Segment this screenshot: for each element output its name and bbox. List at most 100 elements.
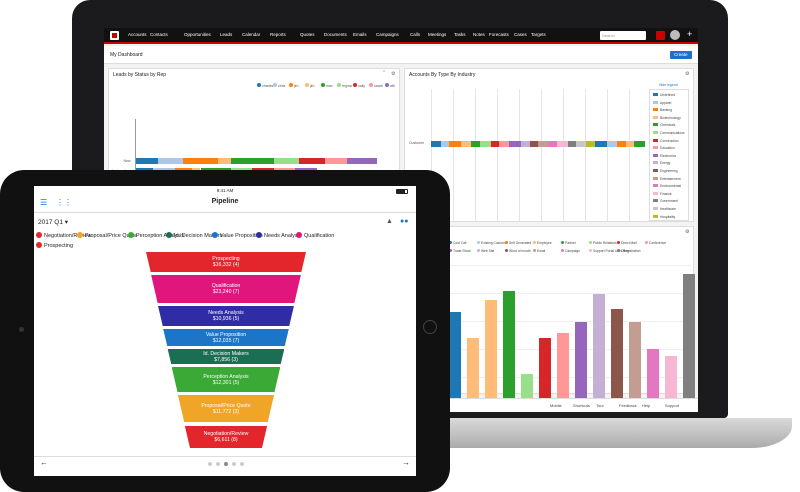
previous-arrow-icon[interactable]: ← (40, 458, 48, 467)
bar-segment[interactable] (607, 141, 617, 147)
legend-item[interactable]: Biotechnology (653, 115, 681, 120)
collapse-icon[interactable]: ⌃ (382, 70, 387, 76)
legend-item[interactable]: Environmental (653, 184, 681, 188)
funnel-segment[interactable]: Prospecting $16,332 (4) (146, 252, 306, 272)
create-button[interactable]: Create (670, 51, 692, 59)
funnel-segment[interactable]: Proposal/Price Quote $11,772 (3) (177, 395, 275, 422)
bar[interactable] (449, 311, 461, 401)
legend-item[interactable]: Qualification (296, 232, 334, 239)
legend-item[interactable]: Entertainment (653, 176, 681, 181)
bar-segment[interactable] (499, 141, 509, 147)
plus-icon[interactable]: + (687, 29, 693, 39)
nav-item-documents[interactable]: Documents (324, 32, 347, 37)
period-select[interactable]: 2017 Q1 ▾ (38, 218, 68, 226)
gear-icon[interactable]: ⚙ (685, 71, 690, 77)
nav-item-calendar[interactable]: Calendar (242, 32, 261, 37)
bar-segment[interactable] (431, 141, 441, 147)
bar-segment[interactable] (530, 141, 538, 147)
bar-segment[interactable] (509, 141, 521, 147)
page-dot[interactable] (216, 462, 220, 466)
bar-segment[interactable] (471, 141, 480, 147)
legend-item[interactable]: Communications (653, 131, 685, 135)
legend-item[interactable]: Chemicals (653, 123, 675, 127)
page-dot[interactable] (240, 462, 244, 466)
footer-link-feedback[interactable]: Feedback (619, 403, 637, 408)
bar[interactable] (629, 322, 641, 401)
bar-segment[interactable] (183, 158, 218, 164)
app-logo-icon[interactable] (110, 31, 119, 40)
bar-segment[interactable] (480, 141, 491, 147)
bar[interactable] (683, 274, 695, 401)
quick-create-icon[interactable] (656, 31, 665, 40)
nav-item-notes[interactable]: Notes (473, 32, 485, 37)
avatar[interactable] (670, 30, 680, 40)
nav-item-quotes[interactable]: Quotes (300, 32, 315, 37)
bar-segment[interactable] (521, 141, 530, 147)
page-dot[interactable] (208, 462, 212, 466)
bar[interactable] (467, 338, 479, 401)
hide-legend-link[interactable]: Hide legend (659, 83, 678, 87)
legend-item[interactable]: Apparel (653, 100, 671, 105)
footer-link-tour[interactable]: Tour (596, 403, 604, 408)
legend-item[interactable]: Education (653, 146, 675, 150)
legend-item[interactable]: Perception Analysis (128, 232, 184, 239)
bar-segment[interactable] (491, 141, 499, 147)
nav-item-campaigns[interactable]: Campaigns (376, 32, 399, 37)
nav-item-meetings[interactable]: Meetings (428, 32, 447, 37)
footer-link-shortcuts[interactable]: Shortcuts (573, 403, 590, 408)
bar[interactable] (503, 290, 515, 401)
legend-item[interactable]: Electronics (653, 153, 676, 158)
nav-item-accounts[interactable]: Accounts (128, 32, 147, 37)
nav-item-cases[interactable]: Cases (514, 32, 527, 37)
legend-item[interactable]: Healthcare (653, 207, 676, 211)
bar[interactable] (557, 332, 569, 401)
bar-segment[interactable] (626, 141, 634, 147)
bar-segment[interactable] (568, 141, 576, 147)
legend-item[interactable]: Id. Decision Makers (166, 232, 222, 239)
footer-link-help[interactable]: Help (642, 403, 651, 408)
bar-segment[interactable] (634, 141, 645, 147)
legend-item[interactable]: Engineering (653, 169, 678, 173)
bar[interactable] (521, 374, 533, 401)
nav-item-calls[interactable]: Calls (410, 32, 421, 37)
bar[interactable] (647, 348, 659, 401)
legend-item[interactable]: Energy (653, 161, 670, 165)
bar[interactable] (593, 293, 605, 401)
bar-segment[interactable] (441, 141, 449, 147)
bar[interactable] (485, 299, 497, 401)
legend-item[interactable]: Hospitality (653, 214, 675, 219)
page-dot[interactable] (224, 462, 228, 466)
nav-item-reports[interactable]: Reports (270, 32, 286, 37)
tablet-home-button[interactable] (423, 320, 437, 334)
legend-item[interactable]: Government (653, 199, 678, 203)
bar-segment[interactable] (538, 141, 548, 147)
legend-item[interactable]: Proposal/Price Quote (77, 232, 137, 239)
funnel-segment[interactable]: Negotiation/Review $6,611 (8) (184, 426, 268, 448)
grid-view-icon[interactable]: ⋮⋮ (56, 198, 72, 207)
bar-segment[interactable] (617, 141, 626, 147)
nav-item-targets[interactable]: Targets (531, 32, 546, 37)
nav-item-forecasts[interactable]: Forecasts (489, 32, 509, 37)
legend-item[interactable]: Banking (653, 108, 672, 112)
footer-link-support[interactable]: Support (665, 403, 680, 408)
global-search-input[interactable]: Search (600, 31, 646, 40)
funnel-segment[interactable]: Value Proposition $12,035 (7) (163, 329, 289, 346)
gear-icon[interactable]: ⚙ (391, 71, 396, 77)
bar-segment[interactable] (449, 141, 461, 147)
bar-segment[interactable] (136, 158, 158, 164)
bar-segment[interactable] (217, 158, 231, 164)
legend-item[interactable]: Negotiation/Review (36, 232, 91, 239)
nav-item-contacts[interactable]: Contacts (150, 32, 168, 37)
bar-segment[interactable] (273, 158, 300, 164)
nav-item-opportunities[interactable]: Opportunities (184, 32, 211, 37)
legend-item[interactable]: Construction (653, 138, 679, 143)
user-icon[interactable]: ▲ (386, 218, 393, 225)
funnel-segment[interactable]: Id. Decision Makers $7,856 (3) (167, 349, 285, 364)
legend-item[interactable]: Finance (653, 191, 672, 196)
footer-link-mobile[interactable]: Mobile (550, 403, 562, 408)
bar-segment[interactable] (461, 141, 471, 147)
nav-item-tasks[interactable]: Tasks (454, 32, 466, 37)
bar-segment[interactable] (299, 158, 326, 164)
bar-segment[interactable] (586, 141, 595, 147)
bar-segment[interactable] (346, 158, 377, 164)
